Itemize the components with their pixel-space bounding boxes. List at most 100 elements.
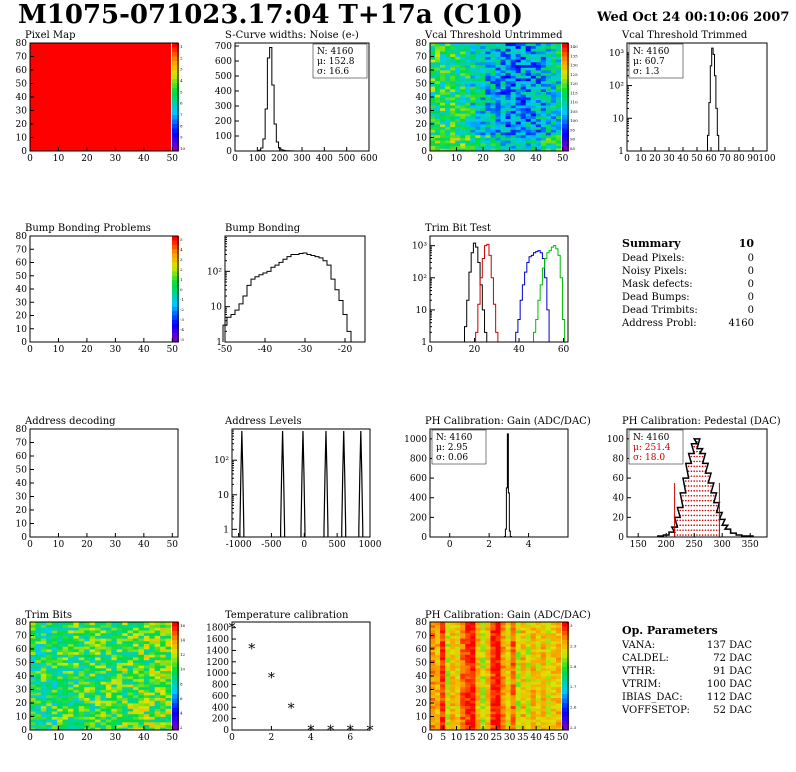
color-scale-cell: [562, 716, 569, 722]
heatmap-cell: [435, 80, 441, 84]
heatmap-cell: [111, 705, 118, 709]
heatmap-cell: [67, 657, 74, 661]
heatmap-cell: [505, 638, 512, 642]
heatmap-cell: [138, 694, 145, 698]
heatmap-cell: [540, 657, 547, 661]
heatmap-cell: [505, 716, 512, 720]
heatmap-cell: [450, 711, 456, 715]
heatmap-cell: [111, 657, 118, 661]
color-scale-cell: [562, 128, 569, 134]
heatmap-cell: [84, 665, 91, 669]
heatmap-cell: [445, 719, 451, 723]
heatmap-cell: [435, 684, 441, 688]
heatmap-cell: [540, 624, 547, 628]
x-tick-label: 50: [557, 154, 569, 164]
heatmap-cell: [62, 676, 69, 680]
heatmap-cell: [435, 719, 441, 723]
heatmap-cell: [455, 662, 461, 666]
heatmap-cell: [500, 94, 506, 98]
heatmap-cell: [67, 640, 74, 644]
heatmap-cell: [475, 624, 481, 628]
heatmap-cell: [525, 635, 532, 639]
heatmap-cell: [515, 75, 522, 79]
heatmap-cell: [160, 719, 166, 723]
heatmap-cell: [535, 105, 542, 109]
heatmap-cell: [555, 713, 562, 717]
heatmap-cell: [550, 72, 557, 76]
heatmap-cell: [460, 686, 466, 690]
heatmap-cell: [475, 137, 481, 141]
heatmap-cell: [51, 724, 58, 728]
heatmap-cell: [73, 624, 80, 628]
fit-hatch: [710, 524, 712, 527]
heatmap-cell: [445, 665, 451, 669]
heatmap-cell: [495, 67, 501, 71]
heatmap-cell: [540, 649, 547, 653]
heatmap-cell: [475, 708, 481, 712]
stats-text: N: 4160: [317, 47, 354, 57]
heatmap-cell: [495, 83, 501, 87]
heatmap-cell: [505, 48, 512, 52]
color-scale-cell: [172, 115, 179, 120]
heatmap-cell: [445, 48, 451, 52]
heatmap-cell: [46, 721, 53, 725]
heatmap-cell: [515, 56, 522, 60]
heatmap-cell: [500, 134, 506, 138]
heatmap-cell: [540, 689, 547, 693]
heatmap-cell: [40, 673, 47, 677]
heatmap-cell: [133, 627, 139, 631]
heatmap-cell: [78, 678, 85, 682]
fit-hatch: [704, 485, 707, 487]
heatmap-cell: [67, 700, 74, 704]
heatmap-cell: [46, 654, 53, 658]
heatmap-cell: [465, 107, 471, 111]
heatmap-cell: [95, 703, 101, 707]
heatmap-cell: [450, 681, 456, 685]
heatmap-cell: [154, 662, 161, 666]
y-tick-label: 700: [215, 42, 232, 52]
heatmap-cell: [122, 673, 129, 677]
heatmap-cell: [540, 646, 547, 650]
heatmap-cell: [73, 643, 80, 647]
heatmap-cell: [475, 124, 481, 128]
heatmap-cell: [445, 694, 451, 698]
fit-hatch: [701, 485, 704, 487]
heatmap-cell: [520, 724, 527, 728]
heatmap-cell: [89, 676, 96, 680]
heatmap-cell: [530, 80, 537, 84]
fit-hatch: [690, 524, 693, 527]
heatmap-cell: [545, 700, 552, 704]
heatmap-cell: [510, 72, 517, 76]
heatmap-cell: [545, 97, 552, 101]
heatmap-cell: [555, 724, 562, 728]
heatmap-cell: [95, 689, 101, 693]
heatmap-cell: [105, 686, 112, 690]
heatmap-cell: [495, 630, 501, 634]
heatmap-cell: [165, 643, 172, 647]
y-tick-label: 200: [410, 513, 427, 523]
heatmap-cell: [95, 624, 101, 628]
heatmap-cell: [490, 132, 496, 136]
heatmap-cell: [89, 657, 96, 661]
heatmap-cell: [57, 711, 63, 715]
color-scale-cell: [562, 622, 569, 627]
color-scale-cell: [562, 97, 569, 102]
heatmap-cell: [143, 724, 150, 728]
heatmap-cell: [160, 678, 166, 682]
heatmap-cell: [127, 667, 134, 671]
fit-hatch: [696, 475, 698, 477]
heatmap-cell: [165, 667, 172, 671]
y-tick-label: 1800: [206, 624, 229, 634]
y-tick-label: 10²: [214, 456, 229, 466]
heatmap-cell: [455, 724, 461, 728]
color-scale-cell: [172, 240, 179, 246]
heatmap-cell: [490, 654, 496, 658]
trim-series: [462, 242, 492, 343]
panel-title-temperature: Temperature calibration: [225, 610, 349, 621]
heatmap-cell: [430, 654, 436, 658]
heatmap-cell: [540, 697, 547, 701]
heatmap-cell: [95, 632, 101, 636]
heatmap-cell: [455, 51, 461, 55]
heatmap-cell: [35, 646, 42, 650]
heatmap-cell: [510, 724, 517, 728]
